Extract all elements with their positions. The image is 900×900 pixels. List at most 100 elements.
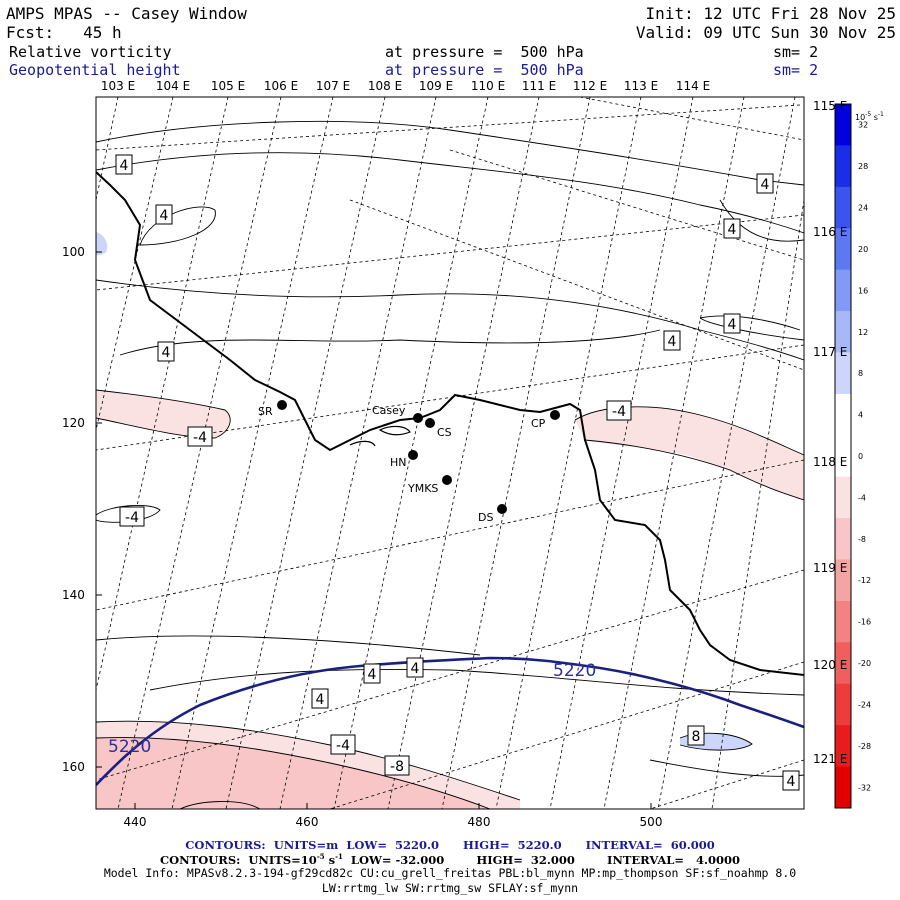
lon-label: 116 E — [813, 225, 847, 239]
x-tick-label: 500 — [639, 815, 663, 829]
colorbar-swatch — [835, 642, 851, 685]
field2-smoothing: sm= 2 — [773, 61, 819, 79]
colorbar-label: -8 — [858, 535, 866, 544]
lon-label: 121 E — [813, 752, 847, 766]
colorbar-label: -16 — [858, 618, 871, 627]
footer-model-info-2: LW:rrtmg_lw SW:rrtmg_sw SFLAY:sf_mynn — [321, 881, 579, 895]
colorbar-label: -20 — [858, 659, 871, 668]
longitude-grid — [96, 97, 804, 809]
lon-labels-right: 115 E 116 E 117 E 118 E 119 E 120 E 121 … — [813, 99, 847, 766]
colorbar-label: 8 — [858, 369, 863, 378]
station-dot-sr — [277, 400, 287, 410]
lon-label: 104 E — [155, 79, 191, 93]
coastline — [96, 171, 804, 676]
colorbar-label: 12 — [858, 328, 868, 337]
station-label: CP — [531, 417, 546, 430]
station-label: HN — [390, 456, 407, 469]
vort-label: 4 — [668, 334, 677, 350]
colorbar-swatch — [835, 766, 851, 809]
colorbar-swatch — [835, 145, 851, 188]
colorbar-label: 24 — [858, 204, 868, 213]
colorbar-label: -24 — [858, 700, 871, 709]
footer-height-contours: CONTOURS: UNITS=m LOW= 5220.0 HIGH= 5220… — [185, 838, 715, 852]
field1-level: at pressure = 500 hPa — [385, 43, 584, 61]
colorbar-swatch — [835, 435, 851, 478]
colorbar-label: -32 — [858, 783, 871, 792]
vort-label: 4 — [411, 661, 420, 677]
footer-model-info: Model Info: MPASv8.2.3-194-gf29cd82c CU:… — [103, 866, 797, 880]
colorbar-swatch — [835, 683, 851, 726]
colorbar-label: -12 — [858, 576, 871, 585]
vort-label: -4 — [125, 510, 139, 526]
x-tick-label: 460 — [295, 815, 319, 829]
lon-label: 106 E — [263, 79, 299, 93]
station-label: DS — [478, 511, 493, 524]
colorbar-label: -4 — [858, 493, 866, 502]
station-dot-cs — [425, 418, 435, 428]
vort-label: 4 — [787, 774, 796, 790]
y-tick-label: 160 — [62, 760, 85, 774]
x-tick-label: 480 — [467, 815, 491, 829]
coastline-islands — [349, 425, 411, 447]
lon-label: 103 E — [100, 79, 136, 93]
field2-level: at pressure = 500 hPa — [385, 61, 584, 79]
vort-label: 4 — [160, 208, 169, 224]
colorbar-swatch — [835, 725, 851, 768]
latitude-grid — [96, 97, 804, 809]
colorbar-label: 0 — [858, 452, 863, 461]
vort-label: 4 — [120, 158, 129, 174]
lon-label: 120 E — [813, 658, 847, 672]
vorticity-shade-negative — [96, 390, 231, 438]
colorbar-swatch — [835, 600, 851, 643]
height-contour-label: 5220 — [108, 737, 151, 757]
height-contour-5220 — [96, 656, 804, 786]
colorbar-swatch — [835, 559, 851, 602]
colorbar-swatch — [835, 476, 851, 519]
lon-label: 118 E — [813, 455, 847, 469]
vorticity-shade-positive — [96, 232, 108, 256]
colorbar-swatch — [835, 518, 851, 561]
colorbar-swatch — [835, 393, 851, 436]
station-label: Casey — [372, 404, 406, 417]
lon-label: 109 E — [418, 79, 454, 93]
forecast-hour: Fcst: 45 h — [6, 23, 122, 42]
station-label: SR — [258, 405, 273, 418]
y-tick-label: 100 — [62, 245, 85, 259]
colorbar-label: 32 — [858, 121, 868, 130]
field1-smoothing: sm= 2 — [773, 43, 819, 61]
vorticity-contour-labels: 4 4 4 4 4 4 4 4 4 4 4 8 -4 -4 -4 -4 -8 — [115, 154, 800, 791]
height-contour-label: 5220 — [553, 661, 596, 681]
station-dot-cp — [550, 410, 560, 420]
colorbar-label: 16 — [858, 286, 868, 295]
station-dot-ds — [497, 504, 507, 514]
lon-label: 119 E — [813, 561, 847, 575]
footer-vort-contours: CONTOURS: UNITS=10-5 s-1 LOW= -32.000 HI… — [159, 852, 741, 867]
colorbar-swatch — [835, 352, 851, 395]
lon-label: 114 E — [675, 79, 711, 93]
colorbar-label: 4 — [858, 411, 863, 420]
x-tick-label: 440 — [123, 815, 147, 829]
lon-label: 105 E — [210, 79, 246, 93]
station-dot-hn — [408, 450, 418, 460]
vort-label: 4 — [728, 222, 737, 238]
lon-label: 113 E — [623, 79, 659, 93]
valid-time: Valid: 09 UTC Sun 30 Nov 25 — [635, 23, 896, 42]
vort-label: -8 — [390, 759, 404, 775]
y-tick-label: 120 — [62, 416, 85, 430]
colorbar-swatch — [835, 186, 851, 229]
station-dot-casey — [413, 413, 423, 423]
lon-label: 111 E — [521, 79, 557, 93]
vorticity-contours — [96, 120, 804, 809]
vort-label: 8 — [692, 729, 701, 745]
colorbar-swatch — [835, 104, 851, 146]
y-tick-label: 140 — [62, 588, 85, 602]
colorbar-unit: 10-5 s-1 — [855, 111, 884, 122]
colorbar-label: 20 — [858, 245, 868, 254]
vort-label: -4 — [612, 404, 626, 420]
lon-label: 110 E — [470, 79, 506, 93]
colorbar-swatch — [835, 311, 851, 353]
station-label: CS — [437, 426, 452, 439]
lon-label: 112 E — [572, 79, 608, 93]
vort-label: 4 — [761, 177, 770, 193]
